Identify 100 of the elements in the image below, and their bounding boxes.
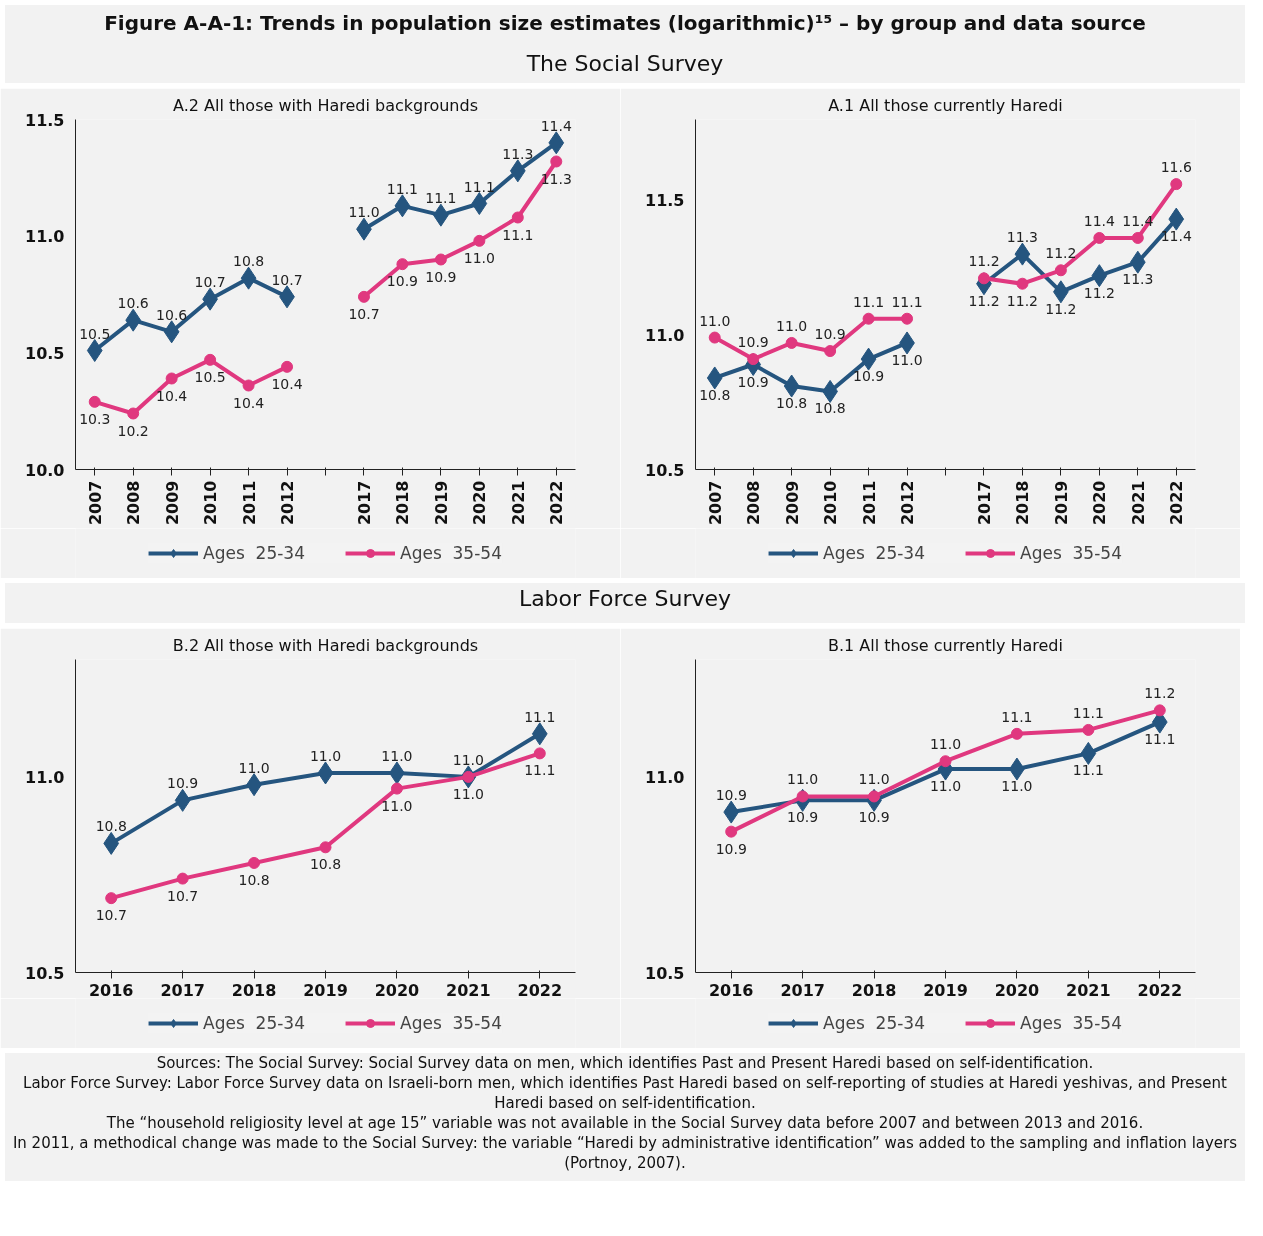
x-tick-label: 2019 [303, 980, 348, 1000]
data-label: 11.0 [452, 785, 484, 802]
x-tick-label: 2008 [124, 480, 144, 526]
y-tick-label: 10.0 [25, 460, 65, 480]
y-tick-label: 10.5 [645, 460, 685, 480]
x-tick-label: 2019 [431, 480, 451, 526]
data-label: 11.1 [463, 178, 495, 195]
x-tick-label: 2020 [470, 480, 490, 526]
x-tick-label: 2011 [859, 480, 879, 526]
legend-label: Ages 25-34 [203, 543, 305, 563]
x-tick-label: 2021 [1128, 480, 1148, 526]
x-tick-label: 2018 [393, 480, 413, 526]
legend-label: Ages 35-54 [400, 543, 502, 563]
data-label: 11.1 [1144, 731, 1176, 748]
chart-title: B.2 All those with Haredi backgrounds [172, 635, 479, 655]
text: The Social Survey [525, 49, 725, 78]
data-label: 11.0 [381, 747, 413, 764]
data-label: 11.3 [1122, 271, 1154, 288]
data-label: 11.4 [1160, 228, 1192, 245]
x-tick-label: 2007 [705, 480, 725, 526]
text: In 2011, a methodical change was made to the Social Survey: the variable “Haredi by administrative identification” was added to the sampling and inflation layers (Portnoy, 2007). [11, 1133, 1239, 1173]
data-label: 11.2 [1045, 245, 1077, 262]
legend-label: Ages 25-34 [823, 543, 925, 563]
data-label: 11.1 [1072, 704, 1104, 721]
data-label: 11.1 [524, 708, 556, 725]
x-tick-label: 2021 [446, 980, 491, 1000]
data-label: 11.0 [463, 249, 495, 266]
x-tick-label: 2018 [1013, 480, 1033, 526]
x-tick-label: 2016 [708, 980, 754, 1000]
x-tick-label: 2022 [517, 980, 563, 1000]
y-tick-label: 10.5 [25, 343, 65, 363]
data-label: 11.0 [787, 771, 819, 788]
x-tick-label: 2017 [780, 980, 825, 1000]
data-label: 10.3 [79, 410, 111, 427]
data-label: 10.9 [814, 326, 846, 343]
data-label: 11.1 [425, 190, 457, 207]
data-label: 11.1 [852, 293, 885, 310]
x-tick-label: 2021 [508, 480, 528, 526]
legend-label: Ages 35-54 [1020, 543, 1122, 563]
data-label: 10.7 [348, 305, 380, 322]
data-label: 11.2 [1006, 292, 1039, 309]
data-label: 11.0 [452, 751, 484, 768]
data-label: 10.9 [737, 373, 769, 390]
y-tick-label: 11.5 [25, 110, 65, 130]
data-label: 10.9 [852, 368, 885, 385]
data-label: 10.9 [787, 809, 819, 826]
data-label: 11.0 [381, 797, 413, 814]
chart-title: A.2 All those with Haredi backgrounds [173, 95, 478, 115]
x-tick-label: 2009 [782, 480, 802, 526]
x-tick-label: 2020 [1090, 480, 1110, 526]
data-label: 11.3 [502, 145, 534, 162]
x-tick-label: 2012 [278, 480, 298, 526]
data-label: 10.8 [232, 253, 265, 270]
x-tick-label: 2010 [201, 480, 221, 526]
x-tick-label: 2022 [547, 480, 567, 526]
data-label: 10.7 [95, 907, 127, 924]
data-label: 10.5 [79, 325, 111, 342]
text: Labor Force Survey [517, 585, 733, 613]
x-tick-label: 2020 [374, 980, 420, 1000]
data-label: 10.4 [232, 394, 265, 411]
x-tick-label: 2009 [162, 480, 182, 526]
chart-title: A.1 All those currently Haredi [828, 95, 1063, 115]
data-label: 11.0 [699, 312, 731, 329]
data-label: 10.9 [715, 787, 747, 804]
y-tick-label: 10.5 [645, 963, 685, 983]
data-label: 11.2 [968, 253, 1000, 270]
x-tick-label: 2021 [1066, 980, 1111, 1000]
y-tick-label: 11.0 [645, 767, 685, 787]
data-label: 10.2 [117, 422, 149, 439]
data-label: 11.1 [524, 762, 556, 779]
x-tick-label: 2018 [851, 980, 897, 1000]
text: Figure A-A-1: Trends in population size estimates (logarithmic)¹⁵ – by group and data source [103, 10, 1147, 37]
data-label: 11.6 [1160, 159, 1192, 176]
data-label: 11.0 [858, 771, 890, 788]
data-label: 11.1 [1072, 762, 1104, 779]
data-label: 10.8 [814, 400, 846, 417]
legend-label: Ages 25-34 [203, 1013, 305, 1033]
x-tick-label: 2017 [974, 480, 994, 526]
data-label: 10.7 [167, 887, 199, 904]
data-label: 10.8 [238, 871, 270, 888]
legend-label: Ages 25-34 [823, 1013, 925, 1033]
data-label: 10.9 [425, 268, 457, 285]
text: The “household religiosity level at age 15” variable was not available in the Social Survey data before 2007 and between 2013 and 2016. [105, 1113, 1145, 1133]
data-label: 10.6 [156, 306, 188, 323]
data-label: 11.4 [540, 117, 572, 134]
y-tick-label: 10.5 [25, 963, 65, 983]
x-tick-label: 2018 [231, 980, 277, 1000]
x-tick-label: 2008 [744, 480, 764, 526]
data-label: 11.4 [1083, 212, 1116, 229]
x-tick-label: 2012 [898, 480, 918, 526]
data-label: 10.4 [271, 375, 303, 392]
data-label: 10.8 [309, 856, 342, 873]
data-label: 10.6 [117, 295, 149, 312]
data-label: 11.0 [1001, 778, 1033, 795]
legend-label: Ages 35-54 [1020, 1013, 1122, 1033]
data-label: 10.9 [386, 273, 419, 290]
data-label: 11.2 [968, 292, 1000, 309]
data-label: 11.0 [309, 747, 342, 764]
x-tick-label: 2011 [239, 480, 259, 526]
data-label: 11.0 [238, 759, 270, 776]
